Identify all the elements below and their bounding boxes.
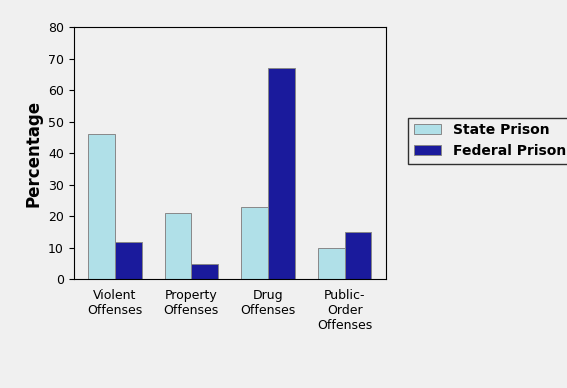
Y-axis label: Percentage: Percentage: [24, 100, 43, 207]
Bar: [345, 232, 371, 279]
Bar: [88, 134, 115, 279]
Legend: State Prison, Federal Prison: State Prison, Federal Prison: [408, 118, 567, 164]
Bar: [268, 68, 295, 279]
Bar: [241, 207, 268, 279]
Bar: [191, 263, 218, 279]
Bar: [318, 248, 345, 279]
Bar: [115, 241, 142, 279]
Bar: [164, 213, 191, 279]
